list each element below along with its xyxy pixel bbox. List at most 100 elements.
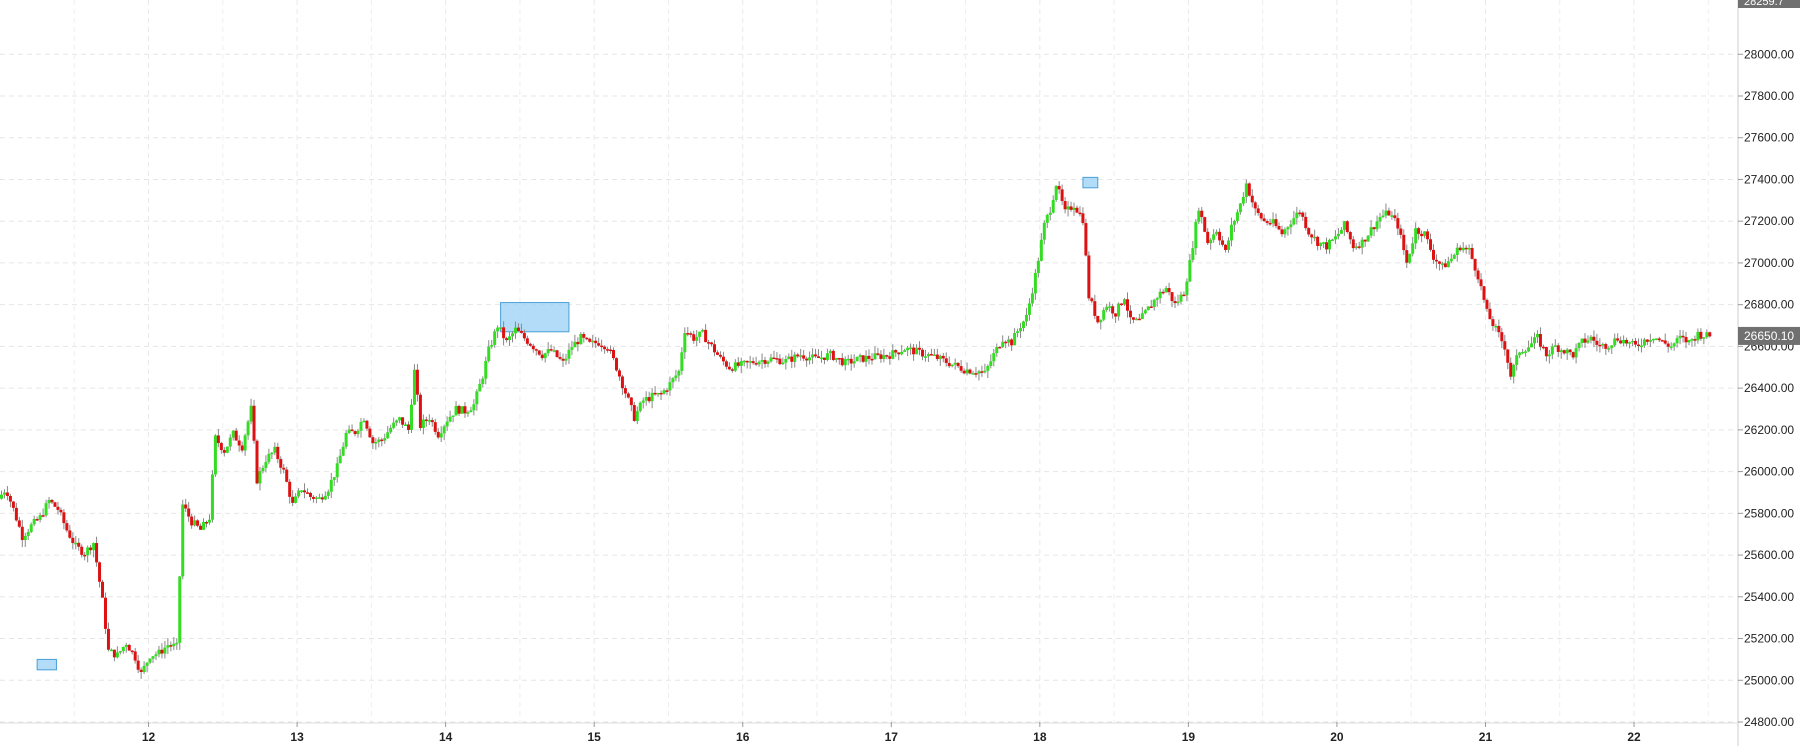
candle-down	[707, 342, 711, 344]
candle-up	[1238, 203, 1242, 213]
candle-down	[594, 340, 598, 344]
candle-up	[799, 355, 803, 357]
candle-down	[1120, 303, 1124, 306]
candle-up	[1449, 258, 1453, 262]
y-tick-label: 24800.00	[1744, 715, 1794, 729]
highlight-boxes	[36, 176, 1099, 671]
candle-up	[1176, 301, 1180, 304]
candle-up	[297, 490, 301, 497]
candle-up	[1140, 313, 1144, 320]
candle-up	[231, 430, 235, 438]
candle-up	[1607, 348, 1611, 350]
candle-up	[938, 355, 942, 360]
candle-up	[1527, 347, 1531, 352]
candle-down	[537, 350, 541, 355]
candle-up	[1494, 325, 1498, 328]
candle-down	[190, 516, 194, 526]
candle-up	[1164, 288, 1168, 293]
candle-up	[965, 369, 969, 374]
candle-up	[1033, 272, 1037, 294]
candle-down	[876, 353, 880, 355]
candle-down	[947, 362, 951, 367]
candle-down	[71, 537, 75, 544]
candle-up	[828, 350, 832, 354]
candle-up	[1339, 229, 1343, 234]
candle-up	[1022, 321, 1026, 329]
candle-down	[1253, 202, 1257, 209]
candle-up	[392, 422, 396, 428]
candle-down	[133, 651, 137, 661]
y-tick-label: 25800.00	[1744, 506, 1794, 520]
candle-up	[733, 362, 737, 371]
candle-up	[1319, 242, 1323, 247]
candle-up	[971, 373, 975, 375]
candle-down	[1093, 301, 1097, 316]
candle-up	[564, 358, 568, 361]
candle-up	[543, 353, 547, 359]
candle-up	[92, 543, 96, 551]
candle-down	[1280, 229, 1284, 235]
candle-up	[1289, 224, 1293, 228]
y-tick-label: 25000.00	[1744, 673, 1794, 687]
price-axis[interactable]: 24800.00 25000.00 25200.00 25400.00 25600.00…	[1737, 0, 1794, 746]
candle-down	[867, 355, 871, 359]
candle-down	[1544, 346, 1548, 357]
candle-up	[1628, 342, 1632, 344]
candle-up	[124, 644, 128, 647]
candle-down	[790, 356, 794, 362]
candle-up	[1705, 332, 1709, 338]
candle-up	[427, 420, 431, 422]
candle-down	[1298, 212, 1302, 215]
candle-down	[831, 350, 835, 360]
candle-up	[151, 656, 155, 659]
candle-up	[1553, 345, 1557, 347]
candle-down	[713, 344, 717, 353]
candle-up	[1143, 310, 1147, 314]
candle-up	[1333, 236, 1337, 240]
candle-down	[522, 332, 526, 339]
candle-up	[983, 370, 987, 373]
candle-down	[1310, 234, 1314, 238]
candle-up	[1613, 338, 1617, 346]
candle-down	[106, 628, 110, 650]
candle-down	[276, 446, 280, 460]
candle-up	[1108, 306, 1112, 308]
candle-down	[502, 327, 506, 339]
candle-down	[1470, 247, 1474, 259]
candle-up	[374, 442, 378, 444]
candle-down	[1473, 258, 1477, 271]
candle-up	[513, 327, 517, 334]
candle-down	[1084, 223, 1088, 256]
candle-down	[95, 543, 99, 563]
candle-up	[202, 522, 206, 530]
candle-down	[112, 649, 116, 658]
candle-down	[704, 329, 708, 343]
candle-up	[891, 350, 895, 359]
candle-up	[270, 452, 274, 455]
candle-down	[1592, 336, 1596, 341]
candle-up	[567, 349, 571, 359]
candle-down	[1538, 333, 1542, 347]
candle-up	[395, 420, 399, 423]
time-axis[interactable]: 12 13 14 15 16 17 18 19 20 21 22	[0, 722, 1738, 744]
candle-up	[909, 347, 913, 350]
candle-down	[1274, 219, 1278, 227]
candle-down	[1429, 239, 1433, 250]
candle-up	[1019, 328, 1023, 332]
candle-up	[591, 340, 595, 343]
candle-up	[1336, 233, 1340, 237]
candle-down	[626, 393, 630, 398]
candle-up	[341, 446, 345, 456]
candle-up	[38, 515, 42, 520]
candle-up	[344, 432, 348, 447]
candle-up	[680, 352, 684, 371]
candle-up	[172, 643, 176, 647]
candle-up	[873, 353, 877, 360]
candle-up	[478, 383, 482, 392]
candle-up	[953, 362, 957, 365]
candle-up	[1066, 206, 1070, 210]
x-tick-label: 22	[1627, 730, 1641, 744]
